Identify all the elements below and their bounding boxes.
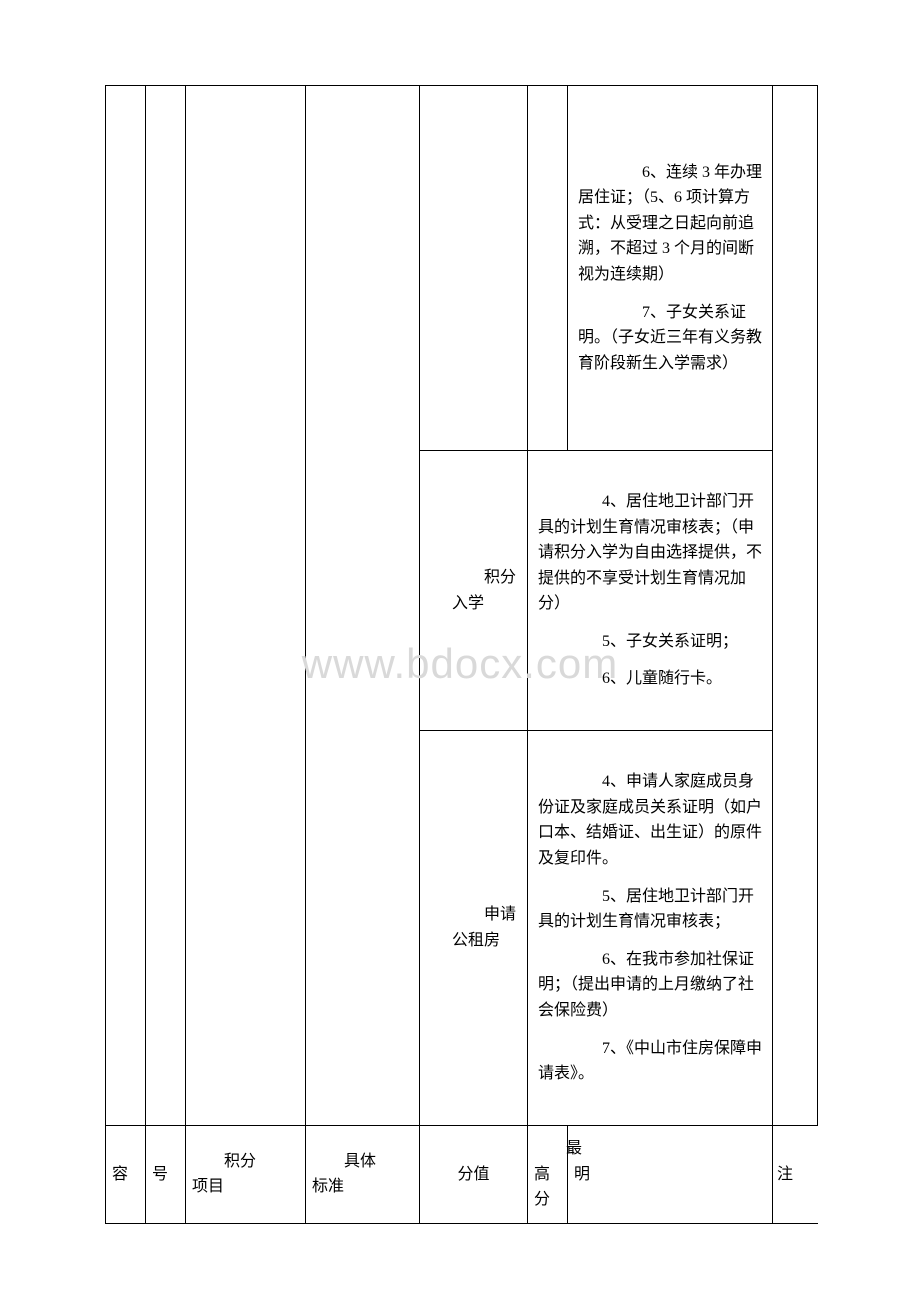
text-item: 5、居住地卫计部门开具的计划生育情况审核表； bbox=[538, 884, 762, 935]
label-text: 积分入学 bbox=[452, 569, 516, 612]
header-cell: 注 bbox=[773, 1126, 818, 1224]
cell-label-jifen: 积分入学 bbox=[420, 451, 528, 731]
header-text: 积分 bbox=[192, 1149, 299, 1175]
header-text: 号 bbox=[152, 1166, 168, 1183]
text-item: 6、连续 3 年办理居住证；（5、6 项计算方式：从受理之日起向前追溯，不超过 … bbox=[578, 160, 762, 288]
text-item: 7、子女关系证明。（子女近三年有义务教育阶段新生入学需求） bbox=[578, 300, 762, 377]
label-text: 申请公租房 bbox=[452, 906, 516, 949]
cell-label-gongzufang: 申请公租房 bbox=[420, 731, 528, 1126]
header-text: 注 bbox=[777, 1166, 793, 1183]
text-item: 6、在我市参加社保证明；（提出申请的上月缴纳了社会保险费） bbox=[538, 947, 762, 1024]
table-header-row: 容 号 积分 项目 具体 标准 分值 最高分 明注 bbox=[106, 1126, 818, 1224]
header-cell: 容 bbox=[106, 1126, 146, 1224]
header-cell: 明 bbox=[568, 1126, 773, 1224]
header-text: 分值 bbox=[457, 1166, 489, 1183]
cell-empty bbox=[106, 86, 146, 1126]
text-item: 4、申请人家庭成员身份证及家庭成员关系证明（如户口本、结婚证、出生证）的原件及复… bbox=[538, 769, 762, 871]
cell-content-section1: 6、连续 3 年办理居住证；（5、6 项计算方式：从受理之日起向前追溯，不超过 … bbox=[568, 86, 773, 451]
header-text: 容 bbox=[112, 1166, 128, 1183]
document-table: 6、连续 3 年办理居住证；（5、6 项计算方式：从受理之日起向前追溯，不超过 … bbox=[105, 85, 818, 1224]
header-cell: 具体 标准 bbox=[306, 1126, 420, 1224]
header-cell: 积分 项目 bbox=[186, 1126, 306, 1224]
cell-empty bbox=[528, 86, 568, 451]
cell-empty bbox=[186, 86, 306, 1126]
cell-content-section2: 4、居住地卫计部门开具的计划生育情况审核表；（申请积分入学为自由选择提供，不提供… bbox=[528, 451, 773, 731]
cell-empty bbox=[773, 86, 818, 1126]
header-cell: 分值 bbox=[420, 1126, 528, 1224]
table-row: 6、连续 3 年办理居住证；（5、6 项计算方式：从受理之日起向前追溯，不超过 … bbox=[106, 86, 818, 451]
cell-empty bbox=[146, 86, 186, 1126]
text-item: 5、子女关系证明； bbox=[538, 629, 762, 655]
text-item: 6、儿童随行卡。 bbox=[538, 666, 762, 692]
text-item: 4、居住地卫计部门开具的计划生育情况审核表；（申请积分入学为自由选择提供，不提供… bbox=[538, 489, 762, 617]
header-text: 具体 bbox=[312, 1149, 413, 1175]
header-text: 项目 bbox=[192, 1178, 224, 1195]
cell-empty bbox=[306, 86, 420, 1126]
header-cell: 号 bbox=[146, 1126, 186, 1224]
text-item: 7、《中山市住房保障申请表》。 bbox=[538, 1036, 762, 1087]
header-cell: 最高分 bbox=[528, 1126, 568, 1224]
cell-empty bbox=[420, 86, 528, 451]
cell-content-section3: 4、申请人家庭成员身份证及家庭成员关系证明（如户口本、结婚证、出生证）的原件及复… bbox=[528, 731, 773, 1126]
header-text: 标准 bbox=[312, 1178, 344, 1195]
